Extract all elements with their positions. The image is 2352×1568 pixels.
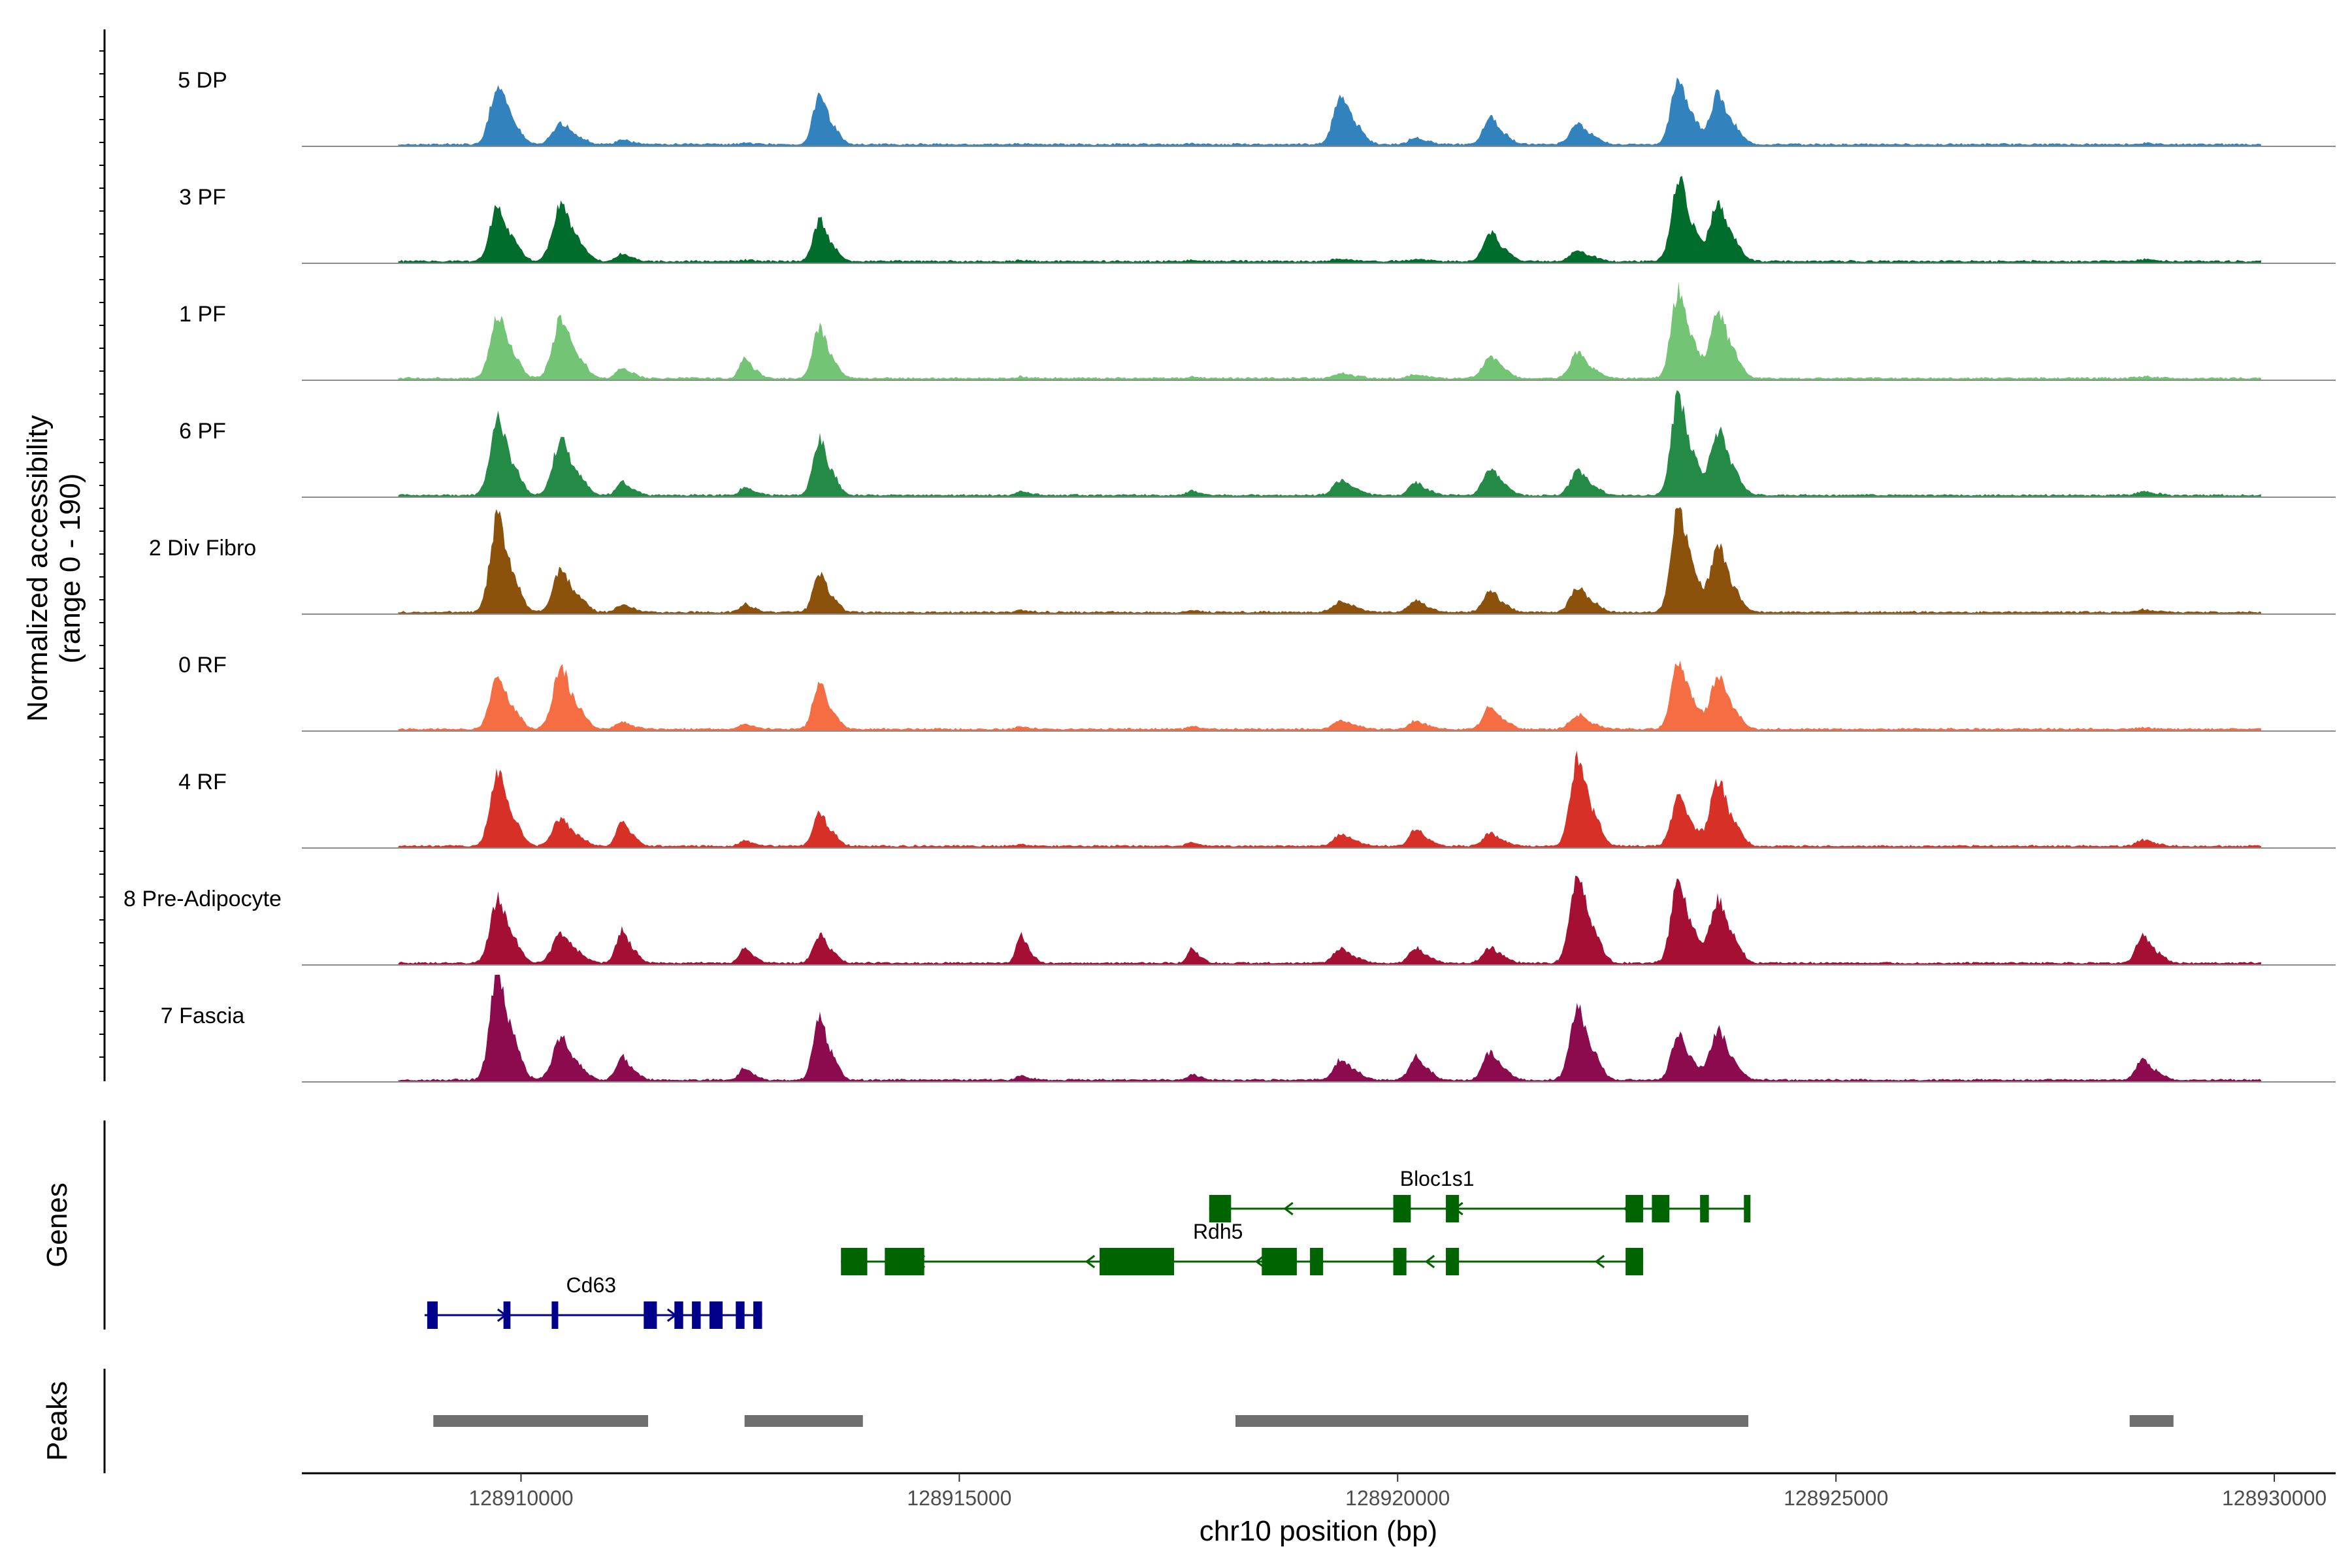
exon-1	[1625, 1248, 1643, 1275]
coverage-area-4	[398, 507, 2261, 614]
track-6: 4 RF	[178, 750, 2336, 849]
x-axis-ticks: 128910000 128915000 128920000 128925000 1289…	[468, 1473, 2327, 1510]
track-label-3: 6 PF	[179, 419, 226, 444]
x-axis-title: chr10 position (bp)	[1200, 1515, 1437, 1547]
x-tick-label-2: 128920000	[1345, 1486, 1450, 1510]
track-7: 8 Pre-Adipocyte	[123, 875, 2336, 966]
exon-0	[1446, 1195, 1460, 1222]
x-tick-label-3: 128925000	[1784, 1486, 1888, 1510]
strand-arrow-1	[1424, 1254, 1435, 1269]
strand-arrow-1	[1594, 1254, 1605, 1269]
track-label-4: 2 Div Fibro	[149, 536, 256, 561]
peak-region-1	[744, 1415, 863, 1427]
gene-1: Rdh5	[841, 1220, 1643, 1275]
track-label-7: 8 Pre-Adipocyte	[123, 887, 282, 911]
exon-2	[674, 1301, 683, 1329]
exon-0	[1652, 1195, 1670, 1222]
x-tick-label-0: 128910000	[468, 1486, 573, 1510]
track-label-2: 1 PF	[179, 302, 226, 327]
exon-0	[1744, 1195, 1751, 1222]
exon-1	[1393, 1248, 1407, 1275]
gene-annotations: Bloc1s1 Rdh5 Cd63	[424, 1167, 1751, 1329]
exon-0	[1209, 1195, 1232, 1222]
coverage-area-3	[398, 390, 2261, 497]
exon-2	[709, 1301, 723, 1329]
exon-2	[503, 1301, 511, 1329]
peak-region-2	[1235, 1415, 1748, 1427]
exon-1	[1310, 1248, 1324, 1275]
track-2: 1 PF	[179, 281, 2336, 381]
exon-2	[551, 1301, 559, 1329]
exon-2	[692, 1301, 701, 1329]
track-label-5: 0 RF	[178, 653, 227, 678]
y-axis-title-line2: (range 0 - 190)	[54, 473, 86, 663]
coverage-y-ticks	[99, 50, 105, 1058]
exon-0	[1625, 1195, 1643, 1222]
y-axis-title-line1: Normalized accessibility	[22, 415, 54, 721]
track-5: 0 RF	[178, 653, 2336, 732]
coverage-area-5	[398, 660, 2261, 731]
strand-arrow-0	[1283, 1201, 1294, 1216]
exon-2	[644, 1301, 657, 1329]
genes-panel-label: Genes	[41, 1183, 73, 1267]
strand-arrow-1	[1085, 1254, 1096, 1269]
coverage-area-1	[398, 176, 2261, 263]
exon-1	[1100, 1248, 1175, 1275]
exon-2	[753, 1301, 762, 1329]
gene-label-2: Cd63	[566, 1273, 617, 1297]
peak-region-0	[433, 1415, 649, 1427]
exon-1	[1262, 1248, 1297, 1275]
coverage-area-6	[398, 750, 2261, 848]
track-label-6: 4 RF	[178, 770, 227, 794]
coverage-area-8	[398, 975, 2261, 1082]
track-1: 3 PF	[179, 176, 2336, 264]
exon-2	[427, 1301, 438, 1329]
exon-1	[1446, 1248, 1460, 1275]
track-label-8: 7 Fascia	[161, 1004, 245, 1028]
track-label-1: 3 PF	[179, 185, 226, 210]
exon-1	[841, 1248, 868, 1275]
gene-0: Bloc1s1	[1209, 1167, 1751, 1222]
exon-0	[1393, 1195, 1411, 1222]
strand-arrow-1	[1254, 1254, 1266, 1269]
peak-regions	[433, 1415, 2174, 1427]
coverage-area-2	[398, 281, 2261, 380]
coverage-area-0	[398, 77, 2261, 146]
track-3: 6 PF	[179, 390, 2336, 498]
track-0: 5 DP	[178, 68, 2336, 147]
gene-label-1: Rdh5	[1193, 1220, 1243, 1243]
coverage-tracks: 5 DP 3 PF 1 PF 6 PF 2 Div Fibro 0 RF 4 RF 8 Pre…	[123, 68, 2336, 1083]
track-4: 2 Div Fibro	[149, 507, 2336, 615]
gene-2: Cd63	[424, 1273, 762, 1329]
gene-label-0: Bloc1s1	[1400, 1167, 1475, 1190]
exon-0	[1700, 1195, 1709, 1222]
x-tick-label-1: 128915000	[907, 1486, 1011, 1510]
exon-1	[885, 1248, 924, 1275]
peak-region-3	[2129, 1415, 2174, 1427]
coverage-area-7	[398, 875, 2261, 965]
peaks-panel-label: Peaks	[41, 1381, 73, 1461]
track-label-0: 5 DP	[178, 68, 227, 93]
x-tick-label-4: 128930000	[2222, 1486, 2327, 1510]
track-8: 7 Fascia	[161, 975, 2336, 1083]
exon-2	[736, 1301, 745, 1329]
